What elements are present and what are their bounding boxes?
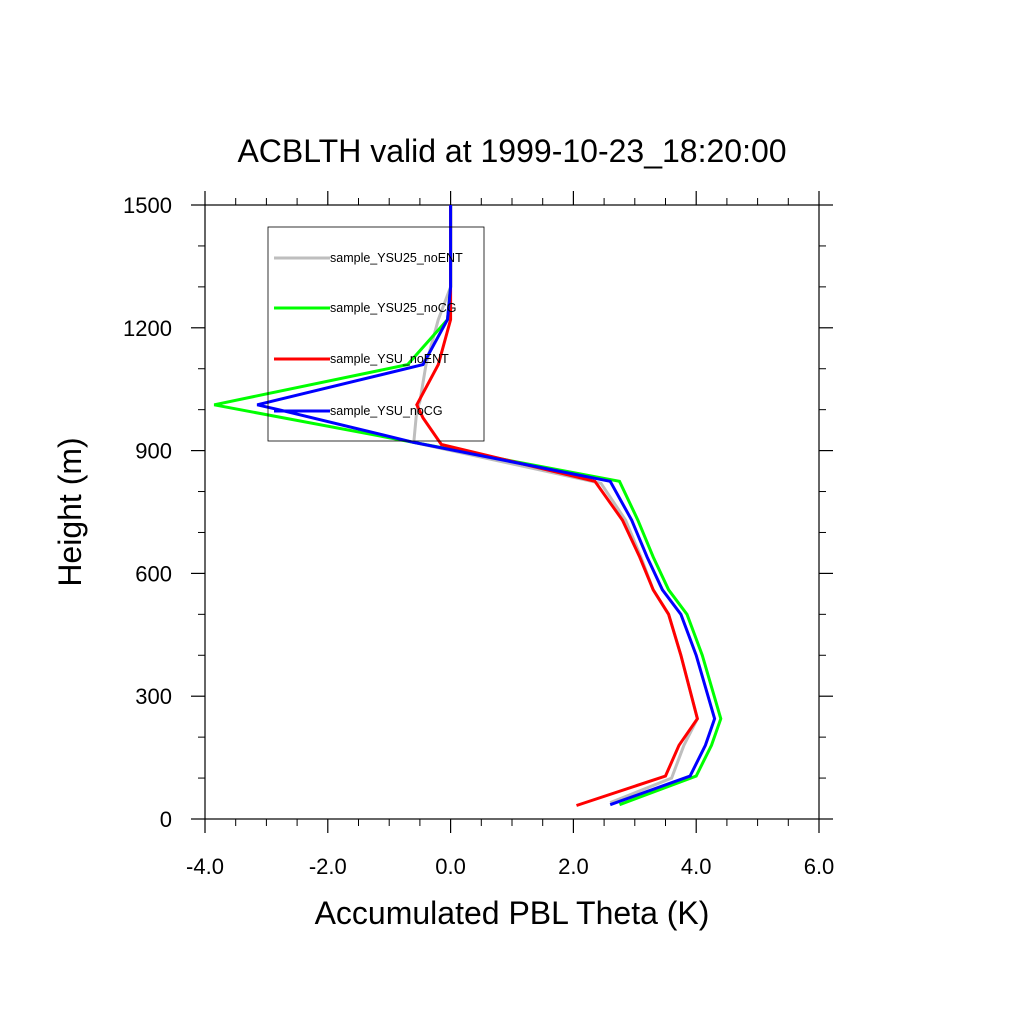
- x-tick-label: -4.0: [186, 854, 224, 879]
- legend-box: [267, 226, 485, 442]
- legend-label: sample_YSU25_noCG: [330, 301, 456, 315]
- x-axis-label: Accumulated PBL Theta (K): [315, 895, 710, 931]
- axis-tick-labels: -4.0 -2.0 0.0 2.0 4.0 6.0 0 300 600 900 1200 1500: [123, 193, 834, 879]
- y-tick-label: 600: [135, 561, 172, 586]
- series-line-sample_YSU_noENT: [415, 205, 700, 807]
- plot-frame: [204, 204, 820, 820]
- x-tick-label: -2.0: [309, 854, 347, 879]
- x-tick-label: 6.0: [804, 854, 835, 879]
- chart-title: ACBLTH valid at 1999-10-23_18:20:00: [237, 133, 786, 169]
- legend-label: sample_YSU25_noENT: [330, 251, 463, 265]
- legend: sample_YSU25_noENT sample_YSU25_noCGsampl…: [267, 226, 485, 442]
- axis-ticks: [191, 191, 833, 833]
- series-line-sample_YSU25_noENT: [412, 205, 699, 804]
- y-axis-label: Height (m): [52, 437, 88, 586]
- x-tick-label: 4.0: [681, 854, 712, 879]
- y-tick-label: 300: [135, 684, 172, 709]
- x-tick-label: 2.0: [558, 854, 589, 879]
- x-tick-label: 0.0: [435, 854, 466, 879]
- series-line-sample_YSU25_noCG: [213, 205, 723, 807]
- y-tick-label: 1200: [123, 316, 172, 341]
- y-tick-label: 1500: [123, 193, 172, 218]
- y-tick-label: 900: [135, 439, 172, 464]
- series-line-sample_YSU_noCG: [256, 205, 717, 807]
- y-tick-label: 0: [160, 807, 172, 832]
- legend-label: sample_YSU_noENT: [330, 352, 449, 366]
- legend-label: sample_YSU_noCG: [330, 404, 443, 418]
- series-lines: [213, 205, 723, 807]
